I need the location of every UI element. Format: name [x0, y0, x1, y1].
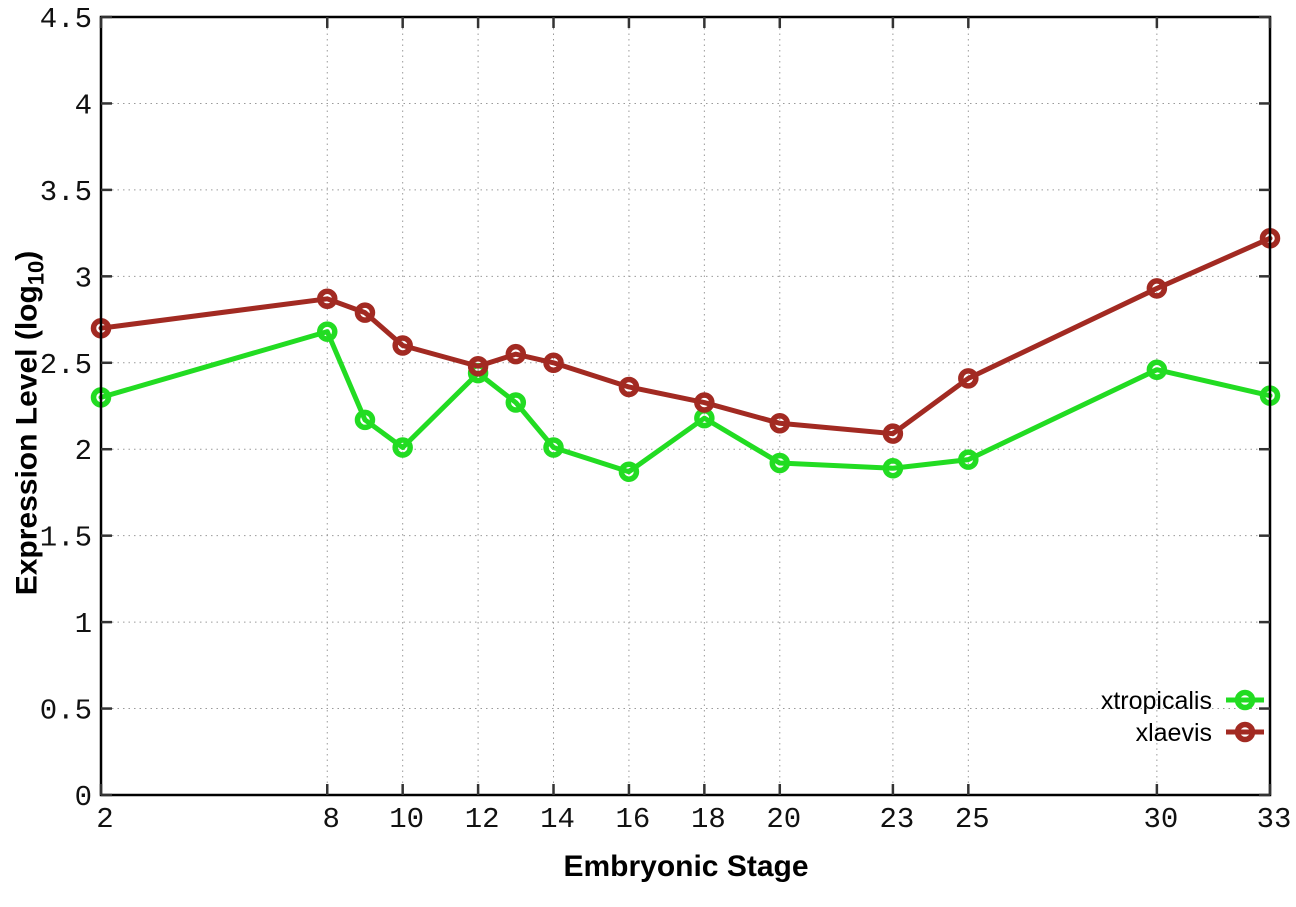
legend-marker-xlaevis [1234, 721, 1256, 743]
y-tick-label: 0 [75, 781, 92, 814]
y-tick-label: 4.5 [40, 3, 92, 36]
legend-marker-xtropicalis [1234, 689, 1256, 711]
y-axis-title-subscript: 10 [23, 260, 49, 286]
data-point-xtropicalis-20 [769, 452, 791, 474]
series-layer [90, 228, 1281, 482]
legend-item-xlaevis: xlaevis [1136, 719, 1264, 747]
y-tick-label: 4 [75, 89, 92, 122]
legend-label-xlaevis: xlaevis [1136, 719, 1212, 747]
y-tick-label: 2 [75, 435, 92, 468]
x-tick-label: 20 [766, 803, 801, 836]
x-tick-label: 18 [691, 803, 726, 836]
data-point-xtropicalis-13 [505, 392, 527, 413]
x-tick-label: 12 [465, 803, 500, 836]
data-point-xtropicalis-16 [618, 461, 640, 482]
y-tick-label: 1 [75, 608, 92, 641]
data-point-xlaevis-13 [505, 343, 527, 365]
y-tick-label: 3.5 [40, 176, 92, 209]
x-tick-label: 16 [616, 803, 651, 836]
data-point-xtropicalis-23 [882, 457, 904, 479]
data-point-xlaevis-30 [1146, 278, 1168, 299]
data-point-xtropicalis-14 [543, 437, 564, 458]
x-tick-label: 2 [96, 803, 113, 836]
data-point-xlaevis-10 [392, 335, 413, 356]
data-point-xlaevis-18 [694, 392, 715, 413]
y-axis-title-text: Expression Level (log [10, 285, 44, 596]
y-tick-label: 1.5 [40, 522, 92, 555]
data-point-xtropicalis-8 [317, 321, 338, 342]
y-axis-title: Expression Level (log10) [11, 251, 50, 596]
x-axis-title: Embryonic Stage [563, 850, 808, 883]
data-point-xlaevis-25 [958, 368, 979, 389]
legend-label-xtropicalis: xtropicalis [1101, 687, 1212, 715]
x-tick-label: 8 [323, 803, 340, 836]
data-point-xlaevis-9 [354, 302, 376, 323]
x-tick-label: 10 [389, 803, 424, 836]
grid-lines [100, 16, 1271, 796]
data-point-xtropicalis-30 [1146, 359, 1168, 380]
data-point-xlaevis-14 [543, 352, 564, 374]
x-tick-label: 25 [955, 803, 990, 836]
y-axis-title-close: ) [10, 250, 44, 261]
y-tick-label: 2.5 [40, 349, 92, 382]
data-point-xtropicalis-25 [958, 449, 979, 470]
series-line-xtropicalis [98, 329, 1273, 475]
data-point-xtropicalis-9 [354, 409, 376, 431]
data-point-xlaevis-16 [618, 376, 640, 398]
y-tick-labels: 0 0.5 1 1.5 2 2.5 3 3.5 4 4.5 [40, 3, 92, 814]
data-point-xlaevis-8 [317, 288, 338, 310]
data-point-xlaevis-23 [882, 423, 904, 444]
axis-ticks [99, 15, 1272, 797]
x-tick-label: 30 [1143, 803, 1178, 836]
y-tick-label: 3 [75, 262, 92, 295]
x-tick-labels: 2 8 10 12 14 16 18 20 23 25 30 33 [96, 803, 1291, 836]
plot-frame [99, 15, 1272, 797]
y-tick-label: 0.5 [40, 695, 92, 728]
series-line-xlaevis [98, 235, 1273, 437]
plot-border [99, 15, 1272, 797]
legend-item-xtropicalis: xtropicalis [1101, 687, 1264, 715]
data-point-xtropicalis-10 [392, 437, 413, 458]
legend: xtropicalis xlaevis [1101, 687, 1264, 747]
data-point-xlaevis-12 [467, 355, 489, 377]
x-tick-label: 14 [540, 803, 575, 836]
x-tick-label: 33 [1257, 803, 1292, 836]
x-tick-label: 23 [879, 803, 914, 836]
data-point-xlaevis-20 [769, 413, 791, 434]
